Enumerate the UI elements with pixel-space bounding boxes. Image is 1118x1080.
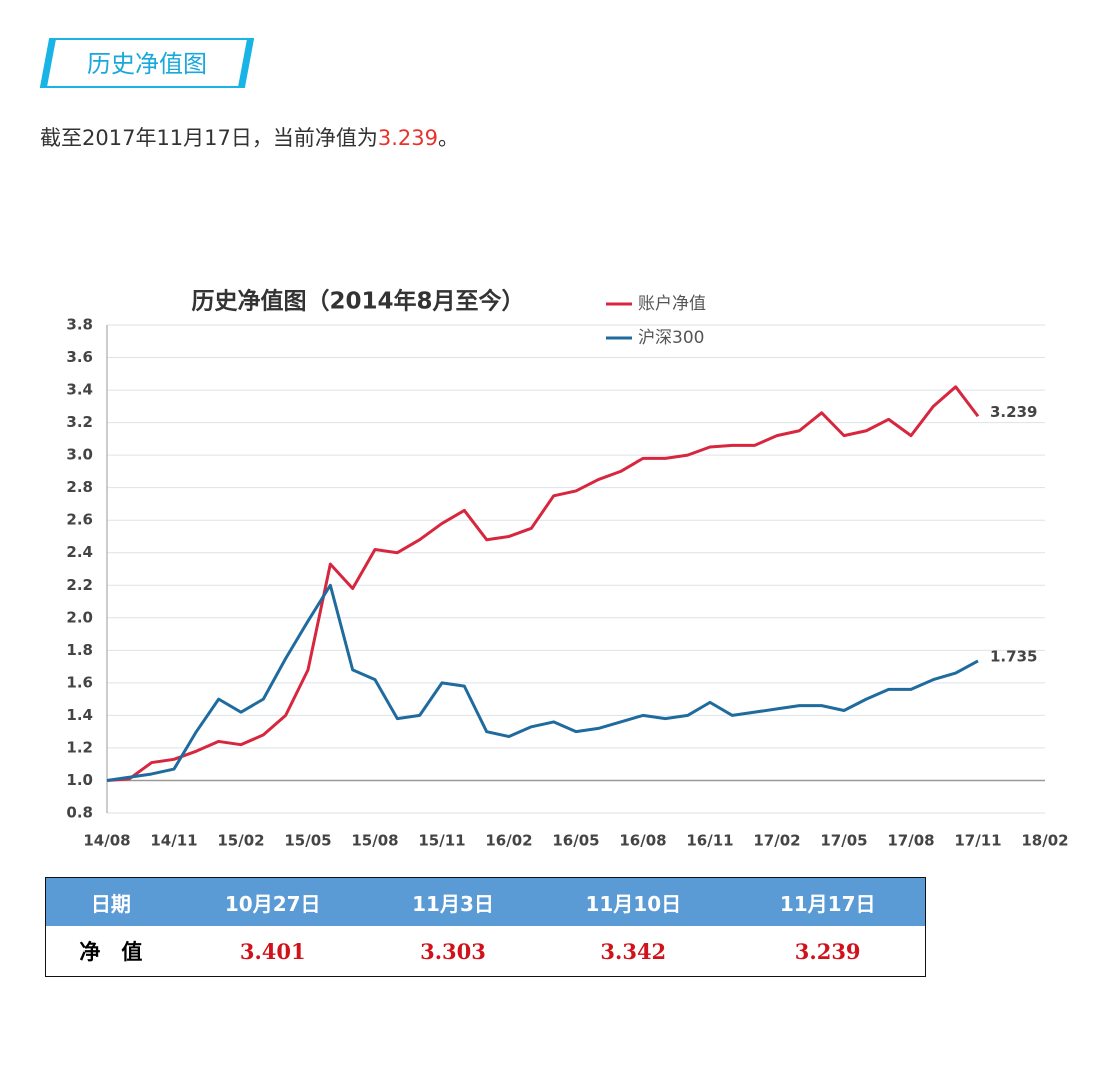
x-tick-label: 16/02 xyxy=(485,832,532,850)
x-tick-label: 17/08 xyxy=(887,832,934,850)
badge-accent xyxy=(41,39,56,87)
y-tick-label: 1.8 xyxy=(66,641,93,659)
y-tick-label: 1.2 xyxy=(66,738,93,756)
y-tick-label: 3.2 xyxy=(66,413,93,431)
cell: 净 值 xyxy=(79,940,143,964)
x-tick-label: 15/02 xyxy=(217,832,264,850)
x-tick-label: 14/08 xyxy=(83,832,130,850)
header-cell: 10月27日 xyxy=(175,877,370,926)
x-tick-label: 17/02 xyxy=(753,832,800,850)
y-tick-label: 3.0 xyxy=(66,446,93,464)
table-row: 净 值 3.401 3.303 3.342 3.239 xyxy=(46,926,926,977)
header-cell: 11月3日 xyxy=(369,877,537,926)
y-tick-label: 1.6 xyxy=(66,673,93,691)
y-tick-label: 2.4 xyxy=(66,543,93,561)
legend-label: 沪深300 xyxy=(638,328,704,348)
y-tick-label: 2.8 xyxy=(66,478,93,496)
y-tick-label: 3.6 xyxy=(66,348,93,366)
intro-text: 截至2017年11月17日，当前净值为 xyxy=(40,126,378,150)
series-line xyxy=(106,385,980,782)
cell: 3.303 xyxy=(420,938,486,964)
y-tick-label: 0.8 xyxy=(66,804,93,822)
title-badge: 历史净值图 xyxy=(40,38,254,88)
cell: 3.239 xyxy=(794,938,861,964)
y-tick-label: 1.0 xyxy=(66,771,93,789)
x-tick-label: 17/05 xyxy=(820,832,867,850)
y-tick-label: 3.4 xyxy=(66,381,93,399)
chart: 历史净值图（2014年8月至今） 0.8 1.0 1.2 1.4 1.6 1.8 2.0 2.… xyxy=(66,288,1068,850)
y-tick-label: 2.2 xyxy=(66,576,93,594)
y-tick-label: 3.8 xyxy=(66,316,93,334)
y-tick-label: 2.6 xyxy=(66,511,93,529)
intro-highlight: 3.239 xyxy=(377,126,439,150)
x-tick-label: 15/05 xyxy=(284,832,331,850)
header-title: 历史净值图 xyxy=(87,50,207,78)
x-tick-label: 15/08 xyxy=(351,832,398,850)
x-tick-label: 15/11 xyxy=(418,832,465,850)
nav-table: 日期 10月27日 11月3日 11月10日 11月17日 净 值 3.401 … xyxy=(45,877,926,977)
series-line xyxy=(106,583,979,782)
x-tick-label: 16/05 xyxy=(552,832,599,850)
header-cell: 11月10日 xyxy=(536,877,731,926)
x-tick-label: 17/11 xyxy=(954,832,1001,850)
y-tick-label: 1.4 xyxy=(66,706,93,724)
intro: 截至2017年11月17日，当前净值为3.239。 xyxy=(40,122,459,152)
legend-label: 账户净值 xyxy=(638,294,706,314)
end-label: 3.239 xyxy=(990,403,1037,421)
end-label: 1.735 xyxy=(990,647,1037,665)
x-tick-label: 18/02 xyxy=(1021,832,1068,850)
x-tick-label: 14/11 xyxy=(150,832,197,850)
chart-title: 历史净值图（2014年8月至今） xyxy=(191,288,524,315)
x-tick-label: 16/08 xyxy=(619,832,666,850)
header-cell: 日期 xyxy=(45,877,176,926)
cell: 3.342 xyxy=(600,938,667,964)
header-cell: 11月17日 xyxy=(730,877,926,926)
table-header: 日期 10月27日 11月3日 11月10日 11月17日 xyxy=(45,877,926,926)
y-tick-label: 2.0 xyxy=(66,608,93,626)
badge-accent xyxy=(238,39,253,87)
x-tick-label: 16/11 xyxy=(686,832,733,850)
intro-end: 。 xyxy=(438,126,460,150)
cell: 3.401 xyxy=(239,938,306,964)
